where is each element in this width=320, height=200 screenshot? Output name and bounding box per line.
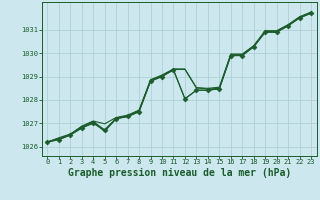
X-axis label: Graphe pression niveau de la mer (hPa): Graphe pression niveau de la mer (hPa) <box>68 168 291 178</box>
